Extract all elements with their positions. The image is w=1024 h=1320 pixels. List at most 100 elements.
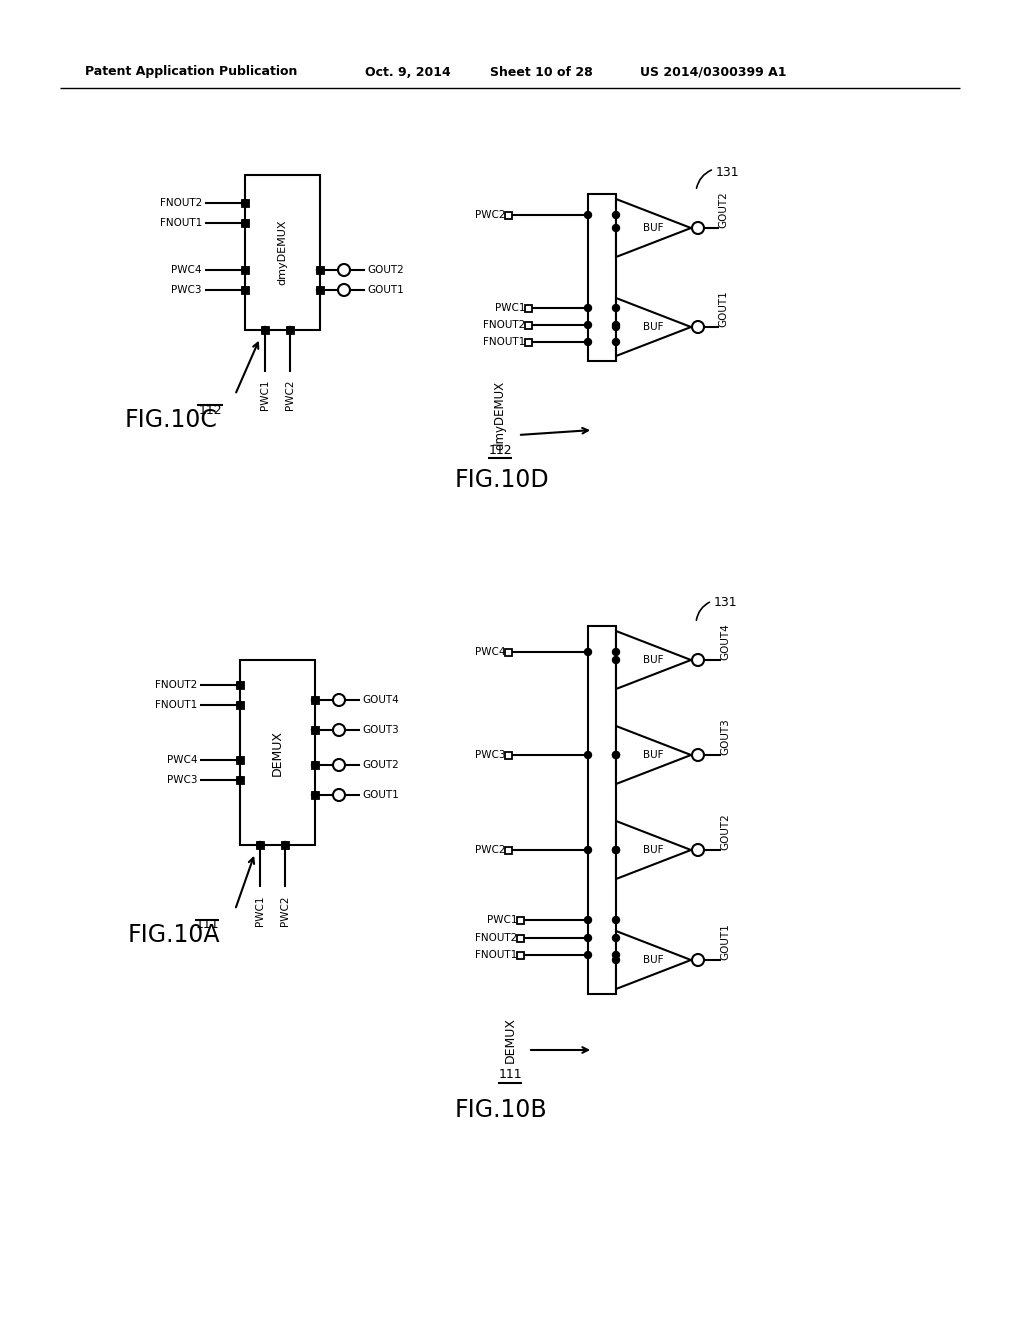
Bar	[505, 648, 512, 656]
Circle shape	[256, 842, 263, 849]
Text: PWC1: PWC1	[495, 304, 525, 313]
Circle shape	[692, 321, 705, 333]
Text: PWC3: PWC3	[474, 750, 505, 760]
Bar	[316, 267, 324, 273]
Bar	[282, 842, 289, 849]
Text: PWC3: PWC3	[167, 775, 197, 785]
Text: 131: 131	[714, 597, 737, 610]
Bar	[237, 776, 244, 784]
Circle shape	[612, 952, 620, 958]
Text: GOUT4: GOUT4	[362, 696, 398, 705]
Circle shape	[692, 843, 705, 855]
Text: 111: 111	[196, 919, 219, 932]
Bar	[316, 286, 324, 293]
Polygon shape	[616, 726, 691, 784]
Text: GOUT2: GOUT2	[718, 191, 728, 228]
Bar	[261, 326, 268, 334]
Bar	[588, 626, 616, 994]
Bar	[237, 681, 244, 689]
Text: PWC2: PWC2	[474, 845, 505, 855]
Polygon shape	[616, 631, 691, 689]
Circle shape	[242, 219, 249, 227]
Circle shape	[311, 726, 318, 734]
Circle shape	[612, 305, 620, 312]
Polygon shape	[616, 821, 691, 879]
Circle shape	[311, 762, 318, 768]
Text: BUF: BUF	[643, 845, 664, 855]
Bar	[287, 326, 294, 334]
Polygon shape	[616, 298, 691, 356]
Text: GOUT1: GOUT1	[367, 285, 403, 294]
Circle shape	[612, 211, 620, 219]
Circle shape	[237, 701, 244, 709]
Bar	[242, 199, 249, 206]
Circle shape	[338, 264, 350, 276]
Text: FNOUT1: FNOUT1	[475, 950, 517, 960]
Bar	[256, 842, 263, 849]
Text: PWC2: PWC2	[285, 380, 295, 411]
Circle shape	[612, 751, 620, 759]
Circle shape	[282, 842, 289, 849]
Circle shape	[612, 322, 620, 329]
Circle shape	[333, 694, 345, 706]
Circle shape	[612, 846, 620, 854]
Circle shape	[316, 267, 324, 273]
Circle shape	[585, 952, 592, 958]
Circle shape	[311, 697, 318, 704]
Bar	[237, 701, 244, 709]
Bar	[240, 660, 315, 845]
Text: 112: 112	[488, 444, 512, 457]
Circle shape	[612, 846, 620, 854]
Circle shape	[612, 957, 620, 964]
Text: BUF: BUF	[643, 223, 664, 234]
Polygon shape	[616, 199, 691, 257]
Circle shape	[585, 916, 592, 924]
Text: BUF: BUF	[643, 655, 664, 665]
Polygon shape	[616, 931, 691, 989]
Text: GOUT1: GOUT1	[718, 290, 728, 327]
Text: 112: 112	[199, 404, 222, 417]
Text: BUF: BUF	[643, 322, 664, 333]
Text: Oct. 9, 2014: Oct. 9, 2014	[365, 66, 451, 78]
Text: BUF: BUF	[643, 954, 664, 965]
Bar	[242, 219, 249, 227]
Circle shape	[612, 323, 620, 330]
Circle shape	[242, 267, 249, 273]
Circle shape	[585, 305, 592, 312]
Text: Patent Application Publication: Patent Application Publication	[85, 66, 297, 78]
Circle shape	[585, 322, 592, 329]
Bar	[237, 756, 244, 763]
Text: DEMUX: DEMUX	[504, 1016, 516, 1063]
Circle shape	[585, 648, 592, 656]
Bar	[242, 267, 249, 273]
Text: FIG.10C: FIG.10C	[125, 408, 218, 432]
Text: Sheet 10 of 28: Sheet 10 of 28	[490, 66, 593, 78]
Text: 131: 131	[716, 166, 739, 180]
Circle shape	[287, 326, 294, 334]
Text: PWC2: PWC2	[474, 210, 505, 220]
Bar	[311, 726, 318, 734]
Circle shape	[612, 916, 620, 924]
Bar	[524, 338, 531, 346]
Text: BUF: BUF	[643, 750, 664, 760]
Text: DEMUX: DEMUX	[271, 730, 284, 776]
Bar	[242, 286, 249, 293]
Text: FNOUT1: FNOUT1	[482, 337, 525, 347]
Circle shape	[612, 751, 620, 759]
Text: GOUT1: GOUT1	[720, 923, 730, 960]
Text: FIG.10B: FIG.10B	[455, 1098, 548, 1122]
Circle shape	[585, 846, 592, 854]
Text: dmyDEMUX: dmyDEMUX	[278, 219, 288, 285]
Bar	[311, 792, 318, 799]
Circle shape	[585, 935, 592, 941]
Text: PWC2: PWC2	[280, 895, 290, 925]
Bar	[505, 751, 512, 759]
Bar	[524, 305, 531, 312]
Bar	[516, 916, 523, 924]
Text: PWC4: PWC4	[171, 265, 202, 275]
Text: GOUT2: GOUT2	[362, 760, 398, 770]
Circle shape	[242, 286, 249, 293]
Bar	[245, 176, 319, 330]
Bar	[505, 211, 512, 219]
Text: GOUT3: GOUT3	[362, 725, 398, 735]
